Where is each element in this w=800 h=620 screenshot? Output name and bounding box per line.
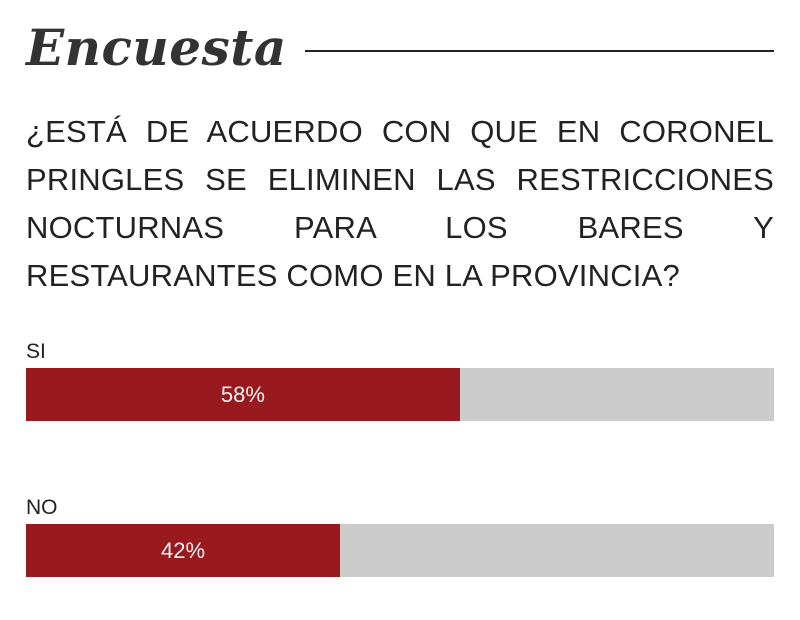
option-label: SI: [26, 340, 46, 363]
result-percent: 58%: [220, 381, 265, 407]
result-percent: 42%: [161, 537, 206, 563]
poll-option-no[interactable]: NO 42%: [26, 492, 774, 577]
poll-option-si[interactable]: SI 58%: [26, 336, 774, 421]
poll-header: Encuesta: [26, 0, 774, 96]
result-bar-track: 42%: [26, 524, 774, 577]
header-divider: [304, 50, 774, 52]
option-label: NO: [26, 496, 58, 519]
poll-title: Encuesta: [26, 18, 287, 77]
result-bar-track: 58%: [26, 368, 774, 421]
result-bar-fill: 42%: [26, 524, 341, 577]
result-bar-fill: 58%: [26, 368, 460, 421]
poll-question: ¿ESTÁ DE ACUERDO CON QUE EN CORONEL PRIN…: [26, 114, 774, 293]
